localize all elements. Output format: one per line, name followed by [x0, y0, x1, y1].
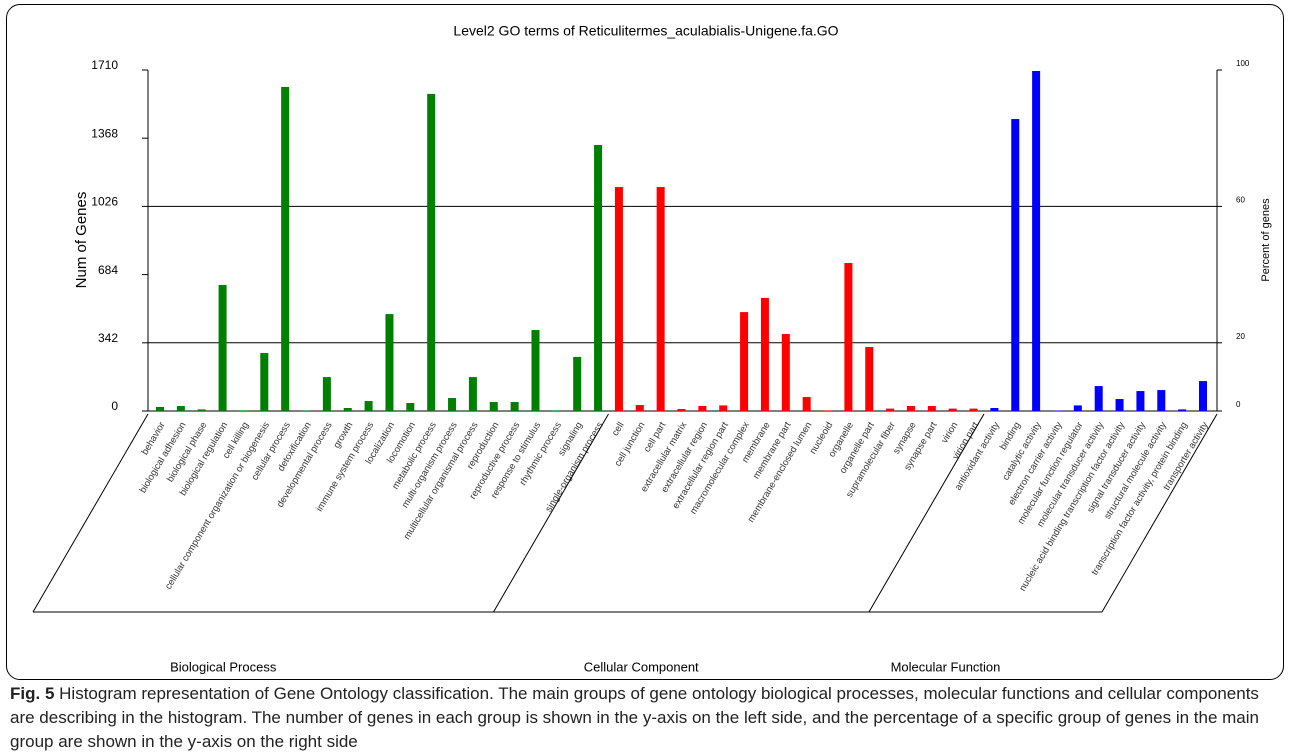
bar — [198, 409, 206, 411]
bar — [698, 406, 706, 411]
x-tick-label: cell — [610, 420, 627, 438]
bar — [1095, 386, 1103, 411]
bar — [1074, 405, 1082, 411]
bar — [803, 397, 811, 411]
bar — [406, 403, 414, 411]
bar — [886, 409, 894, 411]
bar — [365, 401, 373, 411]
bar — [719, 405, 727, 411]
bar — [281, 87, 289, 411]
bar — [260, 353, 268, 411]
bar — [385, 314, 393, 411]
bar — [239, 410, 247, 411]
bar — [1178, 409, 1186, 411]
group-label: Biological Process — [170, 659, 277, 674]
bar — [552, 410, 560, 411]
y2-tick-label: 100 — [1236, 59, 1250, 68]
bar — [1032, 71, 1040, 411]
bar — [1011, 119, 1019, 411]
bar — [219, 285, 227, 411]
bar — [427, 94, 435, 411]
bar — [824, 410, 832, 411]
caption: Fig. 5 Histogram representation of Gene … — [10, 682, 1286, 754]
bar — [1116, 399, 1124, 411]
bar — [678, 409, 686, 411]
bar — [344, 408, 352, 411]
bar — [594, 145, 602, 411]
y2-tick-label: 60 — [1236, 196, 1245, 205]
y2-tick-label: 20 — [1236, 332, 1245, 341]
group-divider — [33, 414, 148, 612]
bar — [302, 410, 310, 411]
y-tick-label: 684 — [98, 263, 118, 277]
bar — [740, 312, 748, 411]
bar — [1199, 381, 1207, 411]
bar — [490, 402, 498, 411]
bar — [469, 377, 477, 411]
y2-tick-label: 0 — [1236, 400, 1241, 409]
y-tick-label: 1368 — [91, 126, 118, 140]
bar — [615, 187, 623, 411]
y-axis-label: Num of Genes — [73, 192, 90, 289]
bar — [970, 409, 978, 411]
bar — [448, 398, 456, 411]
bar — [636, 405, 644, 411]
bar — [865, 347, 873, 411]
group-label: Cellular Component — [584, 659, 699, 674]
chart-title: Level2 GO terms of Reticulitermes_aculab… — [453, 23, 838, 39]
bar — [990, 408, 998, 411]
bar — [1136, 391, 1144, 411]
bar — [1157, 390, 1165, 411]
y-tick-label: 0 — [111, 399, 118, 413]
caption-label: Fig. 5 — [10, 684, 54, 703]
bar — [782, 334, 790, 411]
bar — [928, 406, 936, 411]
y-tick-label: 342 — [98, 331, 118, 345]
caption-text: Histogram representation of Gene Ontolog… — [10, 684, 1259, 751]
bar — [844, 263, 852, 411]
bar — [177, 406, 185, 411]
bar — [511, 402, 519, 411]
bar — [949, 409, 957, 411]
y-tick-label: 1026 — [91, 195, 118, 209]
bar — [761, 298, 769, 411]
y2-axis-label: Percent of genes — [1260, 198, 1272, 282]
bar — [156, 407, 164, 411]
chart: Level2 GO terms of Reticulitermes_aculab… — [0, 0, 1292, 680]
y-tick-label: 1710 — [91, 58, 118, 72]
bar — [323, 377, 331, 411]
bar — [573, 357, 581, 411]
bar — [531, 330, 539, 411]
bar — [657, 187, 665, 411]
bar — [907, 406, 915, 411]
group-label: Molecular Function — [891, 659, 1001, 674]
group-divider — [1102, 414, 1217, 612]
x-tick-label: virion — [939, 420, 960, 445]
